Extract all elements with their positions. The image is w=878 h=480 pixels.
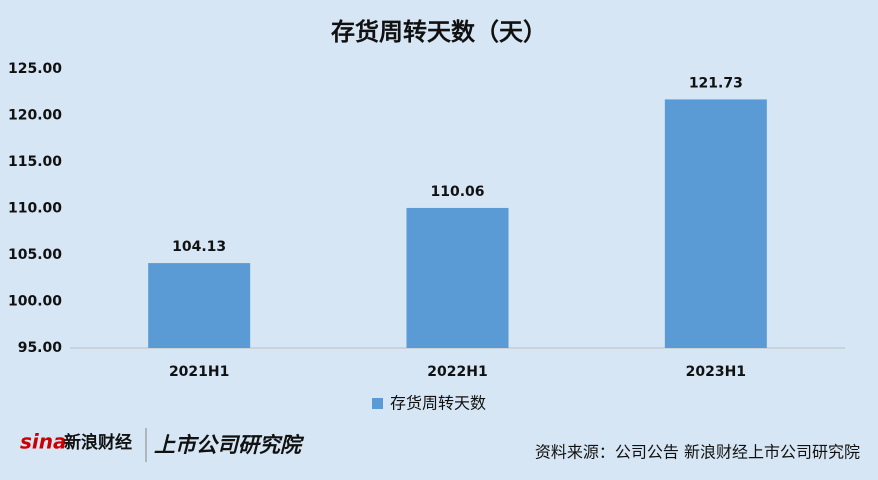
data-label: 104.13 bbox=[172, 239, 226, 255]
x-tick-label: 2021H1 bbox=[169, 364, 229, 380]
data-label: 110.06 bbox=[430, 184, 484, 200]
y-tick-label: 115.00 bbox=[8, 154, 62, 170]
logo-right: 上市公司研究院 bbox=[154, 433, 305, 457]
legend-label: 存货周转天数 bbox=[390, 394, 486, 413]
y-tick-label: 95.00 bbox=[18, 340, 63, 356]
bar bbox=[406, 207, 509, 348]
source-note: 资料来源：公司公告 新浪财经上市公司研究院 bbox=[535, 443, 860, 462]
y-tick-label: 105.00 bbox=[8, 247, 62, 263]
bar bbox=[664, 99, 767, 348]
y-tick-label: 100.00 bbox=[8, 294, 62, 310]
y-tick-label: 125.00 bbox=[8, 61, 62, 77]
bar bbox=[148, 263, 251, 348]
y-tick-label: 110.00 bbox=[8, 201, 62, 217]
x-tick-label: 2022H1 bbox=[427, 364, 487, 380]
logo-left: 新浪财经 bbox=[64, 432, 132, 453]
x-tick-label: 2023H1 bbox=[686, 364, 746, 380]
data-label: 121.73 bbox=[689, 75, 743, 91]
chart-title: 存货周转天数（天） bbox=[331, 18, 547, 46]
legend-swatch bbox=[372, 398, 383, 409]
y-tick-label: 120.00 bbox=[8, 108, 62, 124]
logo-sina: sina bbox=[20, 430, 67, 454]
